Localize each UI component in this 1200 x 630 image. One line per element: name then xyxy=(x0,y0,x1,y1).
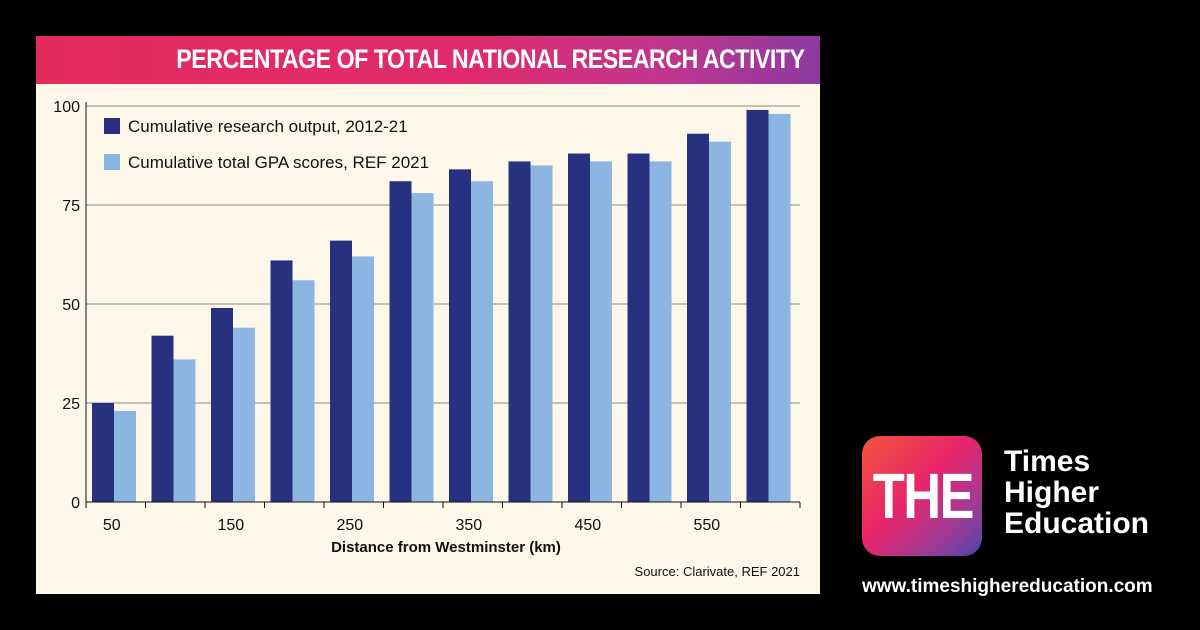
x-tick-label: 50 xyxy=(103,517,121,534)
bar-gpa-scores xyxy=(649,161,672,502)
legend-label: Cumulative total GPA scores, REF 2021 xyxy=(128,153,429,172)
chart-card: PERCENTAGE OF TOTAL NATIONAL RESEARCH AC… xyxy=(36,36,820,594)
chart-title: PERCENTAGE OF TOTAL NATIONAL RESEARCH AC… xyxy=(175,44,805,74)
x-tick-label: 450 xyxy=(574,517,601,534)
bar-gpa-scores xyxy=(292,280,315,502)
bar-research-output xyxy=(211,307,233,502)
bar-gpa-scores xyxy=(471,181,493,503)
x-tick-label: 150 xyxy=(217,517,244,534)
brand-line-times: Times xyxy=(1004,445,1091,478)
brand-line-education: Education xyxy=(1004,507,1150,540)
bar-research-output xyxy=(330,240,352,502)
bar-research-output xyxy=(449,169,471,503)
website-url: www.timeshighereducation.com xyxy=(862,576,1153,597)
bar-research-output xyxy=(746,109,769,503)
x-tick-label: 550 xyxy=(693,517,720,534)
y-tick-label: 100 xyxy=(53,99,80,116)
x-tick-label: 350 xyxy=(455,517,482,534)
y-tick-label: 75 xyxy=(62,198,80,215)
y-tick-label: 50 xyxy=(62,297,80,314)
source-note: Source: Clarivate, REF 2021 xyxy=(634,564,800,579)
bar-research-output xyxy=(627,153,650,502)
bar-research-output xyxy=(270,260,293,502)
bar-gpa-scores xyxy=(233,327,255,502)
bar-research-output xyxy=(92,403,114,502)
bar-gpa-scores xyxy=(768,113,791,503)
bar-gpa-scores xyxy=(114,410,136,502)
bar-gpa-scores xyxy=(709,141,731,502)
bar-research-output xyxy=(508,161,531,502)
bar-gpa-scores xyxy=(530,165,553,502)
the-logo: THE xyxy=(862,436,982,556)
bar-research-output xyxy=(687,133,709,502)
bar-research-output xyxy=(389,181,412,503)
bar-gpa-scores xyxy=(411,193,434,502)
y-tick-label: 25 xyxy=(62,396,80,413)
bar-chart: 0 25 50 75 100 50 150 250 350 450 550 Distance from… xyxy=(53,99,801,556)
bar-gpa-scores xyxy=(590,161,612,502)
title-bar: PERCENTAGE OF TOTAL NATIONAL RESEARCH AC… xyxy=(36,36,820,84)
x-axis-label: Distance from Westminster (km) xyxy=(331,539,561,556)
y-tick-label: 0 xyxy=(71,495,80,512)
bar-gpa-scores xyxy=(352,256,374,502)
brand-line-higher: Higher xyxy=(1004,476,1100,509)
brand-name: Times Higher Education xyxy=(1004,446,1149,539)
logo-text: THE xyxy=(872,460,975,532)
bar-research-output xyxy=(568,153,590,502)
legend-label: Cumulative research output, 2012-21 xyxy=(128,117,408,136)
bar-gpa-scores xyxy=(173,359,196,502)
bar-research-output xyxy=(151,335,174,502)
legend-swatch xyxy=(104,118,120,134)
legend-swatch xyxy=(104,154,120,170)
x-tick-label: 250 xyxy=(336,517,363,534)
